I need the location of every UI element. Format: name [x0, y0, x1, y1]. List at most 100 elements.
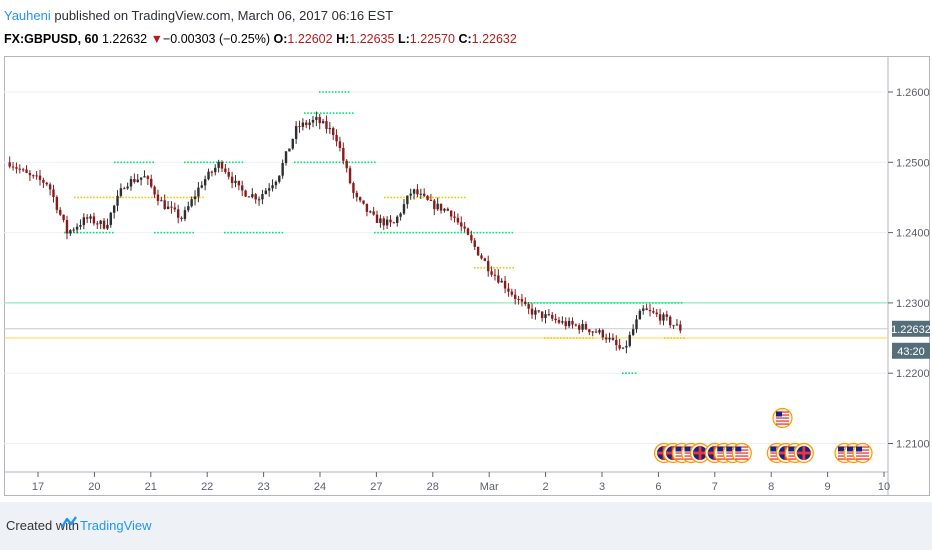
flag-stripe	[684, 458, 698, 460]
candle-body	[75, 226, 79, 230]
level-dot	[639, 302, 641, 304]
tradingview-brand-link[interactable]: TradingView	[80, 518, 152, 533]
level-dot	[676, 337, 679, 339]
level-dot	[195, 196, 198, 199]
level-dot	[648, 302, 651, 304]
candle-body	[227, 172, 230, 177]
symbol-label[interactable]: FX:GBPUSD, 60	[4, 32, 99, 46]
candle-body	[190, 199, 193, 207]
y-tick-label: 1.26000	[896, 87, 930, 99]
candle-body	[45, 182, 48, 185]
candle-body	[284, 151, 288, 164]
y-tick-label: 1.25000	[896, 157, 930, 169]
close-value: 1.22632	[471, 32, 517, 46]
level-dot	[489, 231, 491, 234]
candle-body	[176, 209, 180, 218]
candle-body	[203, 179, 207, 186]
candle-body	[288, 148, 291, 152]
level-dot	[326, 161, 328, 164]
level-dot	[486, 231, 488, 234]
created-with-text: Created with	[6, 518, 79, 533]
level-dot	[671, 302, 673, 304]
level-dot	[667, 337, 669, 339]
level-dot	[673, 337, 676, 339]
candle-body	[513, 294, 517, 299]
level-dot	[166, 231, 169, 234]
flag-stripe	[847, 446, 861, 448]
candle-body	[96, 223, 99, 225]
candle-body	[375, 214, 379, 223]
level-dot	[294, 161, 296, 164]
level-dot	[384, 196, 386, 199]
level-dot	[259, 231, 261, 234]
y-tick-label: 1.22000	[896, 368, 930, 380]
level-dot	[157, 231, 159, 234]
published-text: published on TradingView.com, March 06, …	[50, 8, 394, 23]
level-dot	[80, 231, 82, 234]
level-dot	[190, 161, 192, 164]
level-dot	[393, 231, 395, 234]
time-axis[interactable]: 17 20 21 22 23 24 27 28 Mar 2 3 6 7 8 9 10	[32, 472, 890, 493]
level-dot	[556, 337, 559, 339]
level-dot	[441, 196, 444, 199]
level-dot	[347, 91, 350, 93]
level-dot	[680, 337, 682, 339]
candles	[8, 111, 682, 354]
candle-body	[173, 207, 177, 210]
level-dot	[549, 302, 552, 304]
candle-body	[480, 255, 483, 259]
level-dot	[338, 91, 340, 93]
level-dot	[83, 196, 86, 199]
candle-body	[342, 147, 345, 161]
level-dot	[428, 231, 430, 234]
level-dot	[370, 161, 373, 164]
author-link[interactable]: Yauheni	[4, 8, 51, 23]
level-dot	[232, 161, 234, 164]
level-dot	[73, 231, 76, 234]
candle-body	[153, 186, 156, 195]
level-dot	[183, 196, 185, 199]
level-dot	[386, 231, 389, 234]
level-dot	[149, 161, 151, 164]
level-dot	[76, 231, 79, 234]
candle-body	[234, 180, 237, 183]
candle-body	[264, 190, 268, 195]
level-dot	[402, 231, 405, 234]
current-price-tag	[892, 320, 930, 337]
candle-body	[598, 330, 601, 333]
flag-stripe	[770, 458, 784, 460]
candle-body	[65, 220, 69, 234]
candle-body	[79, 225, 82, 227]
candle-body	[571, 320, 574, 325]
level-dot	[544, 337, 546, 339]
candle-body	[608, 337, 611, 340]
level-dot	[246, 231, 248, 234]
level-dot	[354, 161, 357, 164]
level-dot	[444, 231, 446, 234]
flag-stripe	[726, 446, 740, 448]
candle-body	[369, 211, 372, 213]
level-dot	[114, 161, 116, 164]
level-dot	[454, 196, 456, 199]
price-chart[interactable]: 1.26000 1.25000 1.24000 1.23000 1.22000 1.210…	[4, 56, 930, 496]
candle-body	[102, 220, 106, 229]
tradingview-logo-icon	[61, 516, 77, 528]
level-dot	[661, 302, 664, 304]
candle-body	[409, 193, 412, 196]
level-dot	[543, 302, 545, 304]
candle-body	[392, 222, 396, 224]
candle-body	[615, 339, 618, 346]
candle-body	[220, 162, 224, 169]
level-dot	[332, 161, 334, 164]
x-tick-label: 22	[201, 481, 213, 493]
level-dot	[268, 231, 271, 234]
candle-body	[453, 216, 456, 218]
level-dot	[176, 231, 178, 234]
candle-body	[244, 190, 247, 197]
level-dot	[212, 161, 215, 164]
price-axis[interactable]: 1.26000 1.25000 1.24000 1.23000 1.22000 1.210…	[888, 87, 930, 451]
level-dot	[105, 231, 108, 234]
candle-body	[642, 308, 645, 311]
candle-body	[180, 217, 183, 219]
flag-canton	[717, 446, 724, 452]
